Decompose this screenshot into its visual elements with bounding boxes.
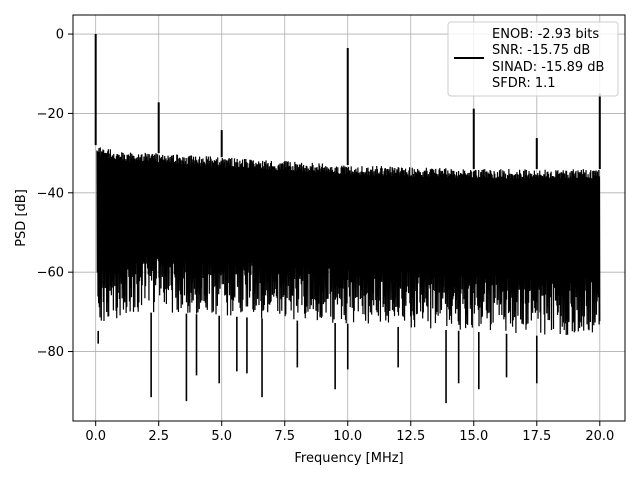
legend-line-snr: SNR: -15.75 dB bbox=[492, 43, 590, 58]
x-axis-ticks: 0.0 2.5 5.0 7.5 10.0 12.5 15.0 17.5 20.0 bbox=[85, 421, 614, 444]
legend: ENOB: -2.93 bits SNR: -15.75 dB SINAD: -… bbox=[447, 21, 619, 97]
y-tick-label: −80 bbox=[37, 345, 64, 360]
x-tick-label: 2.5 bbox=[148, 429, 169, 444]
legend-box bbox=[447, 21, 619, 97]
x-tick-label: 5.0 bbox=[211, 429, 232, 444]
legend-line-sfdr: SFDR: 1.1 bbox=[492, 76, 556, 91]
psd-series bbox=[94, 34, 601, 404]
x-tick-label: 12.5 bbox=[396, 429, 425, 444]
x-axis-label: Frequency [MHz] bbox=[294, 451, 403, 466]
plot-area-frame bbox=[72, 14, 626, 422]
y-tick-label: −20 bbox=[37, 107, 64, 122]
y-tick-label: 0 bbox=[56, 28, 64, 43]
y-axis-ticks: 0 −20 −40 −60 −80 bbox=[37, 28, 73, 360]
legend-line-enob: ENOB: -2.93 bits bbox=[492, 27, 599, 42]
x-tick-label: 7.5 bbox=[274, 429, 295, 444]
psd-noise-line bbox=[96, 147, 601, 335]
y-tick-label: −60 bbox=[37, 266, 64, 281]
y-axis-label: PSD [dB] bbox=[14, 189, 29, 247]
x-tick-label: 20.0 bbox=[585, 429, 614, 444]
x-tick-label: 15.0 bbox=[459, 429, 488, 444]
y-tick-label: −40 bbox=[37, 186, 64, 201]
x-tick-label: 10.0 bbox=[333, 429, 362, 444]
x-tick-label: 17.5 bbox=[522, 429, 551, 444]
x-tick-label: 0.0 bbox=[85, 429, 106, 444]
legend-line-sinad: SINAD: -15.89 dB bbox=[492, 60, 604, 75]
